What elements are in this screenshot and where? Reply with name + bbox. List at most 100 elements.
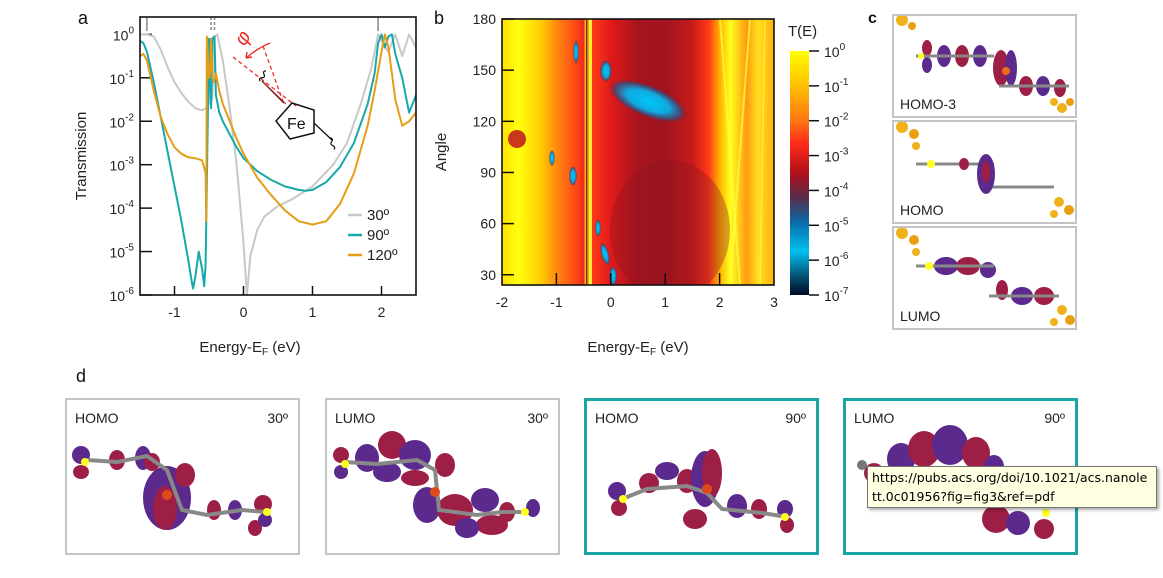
heatmap-low-t-spot <box>549 150 555 166</box>
sulfur-atom <box>81 458 89 466</box>
tick-label: 10-2 <box>824 112 849 130</box>
y-axis-title: Transmission <box>73 112 90 201</box>
transmission-chart: 100 10-1 10-2 10-3 10-4 10-5 10-6 -1 0 1 2 φ Fe 30… <box>73 16 417 358</box>
y-axis-title: Angle <box>433 133 450 171</box>
angle-label: 30º <box>527 410 548 426</box>
heatmap-low-t-island <box>608 79 688 123</box>
angle-phi-symbol: φ <box>230 27 256 49</box>
angle-label: 90º <box>1044 410 1065 426</box>
orbital-box-homo-90: HOMO 90º <box>584 398 819 555</box>
transmission-legend: 30º 90º 120º <box>348 207 398 264</box>
url-tooltip: https://pubs.acs.org/doi/10.1021/acs.nan… <box>867 466 1157 508</box>
bond-right <box>313 122 333 141</box>
panel-label-a: a <box>78 8 89 28</box>
tick-label: 30 <box>480 267 496 283</box>
cyclopentadienyl-ring <box>275 102 315 140</box>
tick-label: 180 <box>473 11 497 27</box>
orbital-box-homo-3: HOMO-3 <box>892 14 1077 118</box>
fe-atom <box>702 484 712 494</box>
colorbar-title: T(E) <box>788 23 817 40</box>
orbital-label: HOMO <box>595 410 639 426</box>
orbital-box-homo: HOMO <box>892 120 1077 224</box>
sulfur-atom <box>263 508 271 516</box>
heatmap-background <box>502 19 774 285</box>
fe-atom <box>162 490 172 500</box>
carbon-chain <box>86 453 266 518</box>
orbital-label: HOMO <box>900 202 944 218</box>
fe-atom <box>1002 67 1010 75</box>
heatmap-surface <box>502 19 774 285</box>
heatmap-crossing-line <box>719 19 741 285</box>
tick-label: 0 <box>607 294 615 310</box>
tick-label: 10-4 <box>824 181 849 199</box>
series-line-120deg <box>140 33 416 226</box>
fe-label: Fe <box>287 116 306 133</box>
molecule-render <box>896 228 1075 326</box>
colorbar-ticks: 100 10-1 10-2 10-3 10-4 10-5 10-6 10-7 <box>809 42 849 304</box>
tick-label: 1 <box>661 294 669 310</box>
orbital-label: HOMO-3 <box>900 96 956 112</box>
tick-label: 10-2 <box>110 112 135 130</box>
tick-label: -2 <box>496 294 509 310</box>
tick-label: 10-3 <box>110 156 135 174</box>
orbital-lobe <box>980 262 996 278</box>
panel-label-c: c <box>868 10 877 27</box>
orbital-lobes <box>922 40 1066 97</box>
series-line-90deg <box>140 33 416 290</box>
carbon-atom <box>857 460 867 470</box>
sulfur-atom <box>619 495 627 503</box>
tick-label: 10-3 <box>824 147 849 165</box>
orbital-box-lumo: LUMO <box>892 226 1077 330</box>
tick-label: 10-6 <box>110 286 135 304</box>
sulfur-atom <box>918 53 924 59</box>
heatmap-low-t-spot <box>569 166 577 186</box>
x-axis-title: Energy-EF (eV) <box>587 339 688 358</box>
orbital-label: LUMO <box>854 410 895 426</box>
heatmap-low-t-streak <box>600 242 610 266</box>
tick-label: 10-5 <box>824 216 849 234</box>
sulfur-atom <box>521 508 529 516</box>
heatmap-axis-ticks: 30 60 90 120 150 180 -2 -1 0 1 2 3 <box>473 11 778 310</box>
angle-dashed-line-1 <box>232 56 297 107</box>
tick-label: 150 <box>473 62 497 78</box>
tick-label: 0 <box>240 304 248 320</box>
angle-label: 30º <box>267 410 288 426</box>
tick-label: 10-1 <box>110 69 135 87</box>
sulfur-atom <box>1042 509 1050 517</box>
gold-cluster-icon <box>896 16 1074 113</box>
orbital-lobe <box>959 158 969 170</box>
tick-label: 10-4 <box>110 199 135 217</box>
heatmap-crossing-line <box>729 19 751 285</box>
angle-arc <box>245 42 271 59</box>
angle-label: 90º <box>785 410 806 426</box>
sulfur-atom <box>927 160 935 168</box>
transmission-axis-ticks: 100 10-1 10-2 10-3 10-4 10-5 10-6 -1 0 1 2 <box>110 17 386 320</box>
tick-label: 3 <box>770 294 778 310</box>
heatmap-low-t-spot <box>573 40 579 64</box>
heatmap-frame <box>501 18 775 286</box>
wavy-bond-right <box>330 137 336 150</box>
gold-cluster-icon <box>896 228 1075 326</box>
heatmap-dark-line <box>586 19 588 285</box>
molecule-render <box>333 431 540 538</box>
sulfur-atom <box>781 513 789 521</box>
heatmap-resonance-line <box>589 19 592 285</box>
orbital-label: LUMO <box>335 410 376 426</box>
tick-label: 100 <box>824 42 846 60</box>
orbital-label: HOMO <box>75 410 119 426</box>
tick-label: 10-5 <box>110 243 135 261</box>
molecule-render <box>72 446 272 536</box>
orbital-lobe <box>982 161 990 183</box>
tick-label: 1 <box>309 304 317 320</box>
molecule-render <box>896 16 1074 113</box>
legend-label: 30º <box>367 207 390 224</box>
tick-label: 10-7 <box>824 286 849 304</box>
heatmap-dark-region <box>610 160 730 285</box>
legend-label: 120º <box>367 247 398 264</box>
tick-label: 2 <box>716 294 724 310</box>
orbital-box-homo-30: HOMO 30º <box>65 398 300 555</box>
sulfur-atom <box>925 262 933 270</box>
tick-label: 10-6 <box>824 251 849 269</box>
heatmap-low-t-spot <box>600 60 612 82</box>
angle-arrow-head <box>245 51 253 59</box>
